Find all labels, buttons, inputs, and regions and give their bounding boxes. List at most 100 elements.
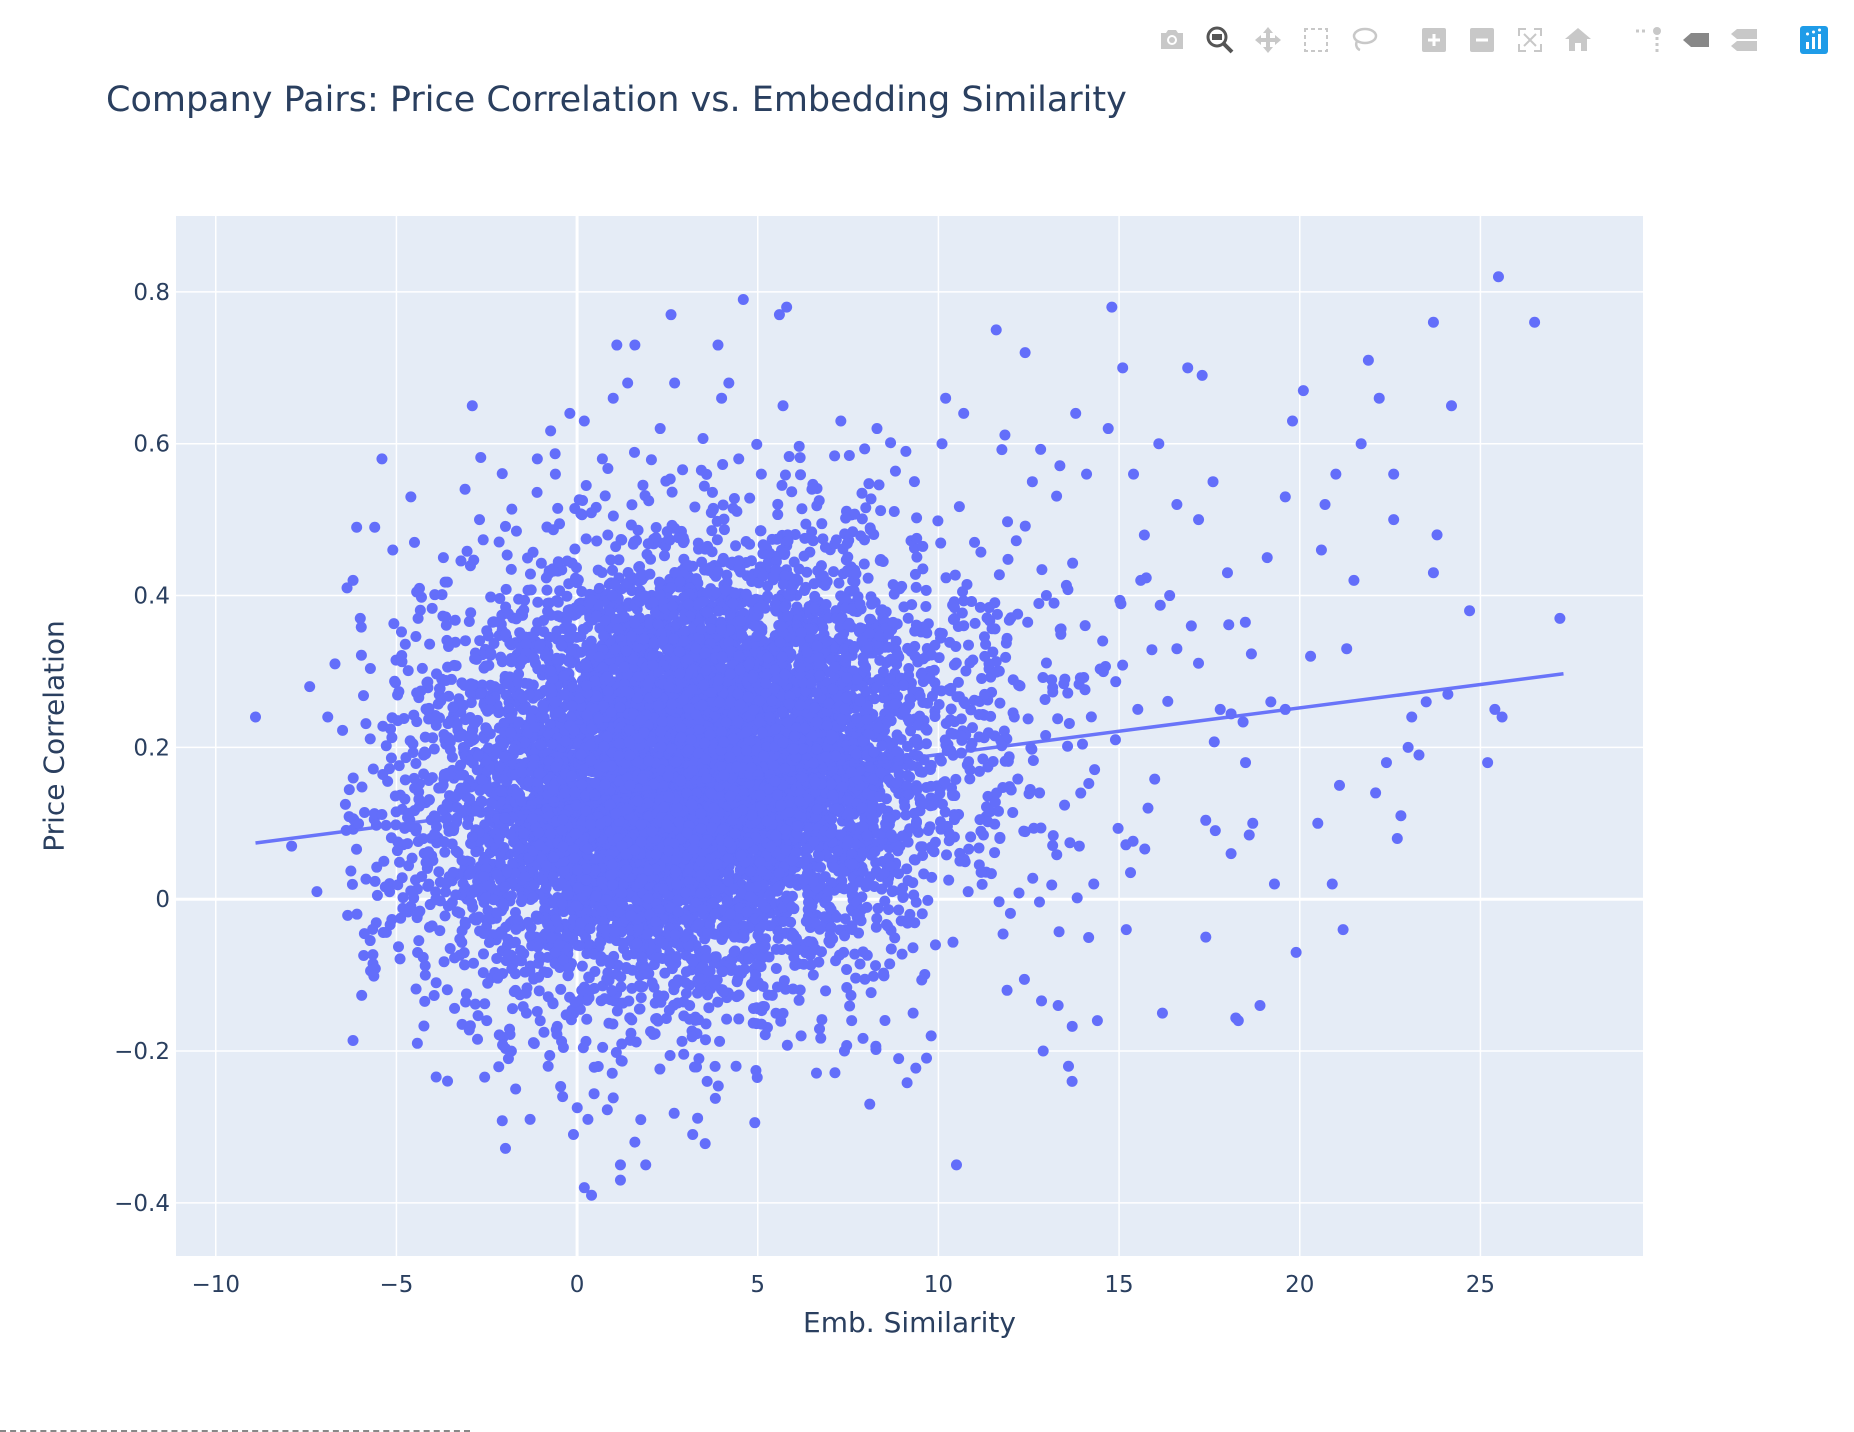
scatter-point bbox=[395, 912, 407, 924]
scatter-point bbox=[976, 672, 988, 684]
scatter-point bbox=[531, 486, 543, 498]
scatter-point bbox=[856, 487, 868, 499]
scatter-point bbox=[459, 959, 471, 971]
scatter-point bbox=[677, 464, 689, 476]
scatter-point bbox=[610, 1047, 622, 1059]
scatter-point bbox=[596, 567, 608, 579]
scatter-point bbox=[524, 568, 536, 580]
scatter-point bbox=[371, 889, 383, 901]
scatter-point bbox=[360, 718, 372, 730]
scatter-point bbox=[663, 1004, 675, 1016]
scatter-point bbox=[1066, 1020, 1078, 1032]
scatter-point bbox=[966, 722, 978, 734]
scatter-point bbox=[626, 499, 638, 511]
scatter-point bbox=[911, 512, 923, 524]
scatter-point bbox=[1085, 711, 1097, 723]
scatter-point bbox=[597, 1041, 609, 1053]
scatter-point bbox=[817, 621, 829, 633]
scatter-point bbox=[571, 1102, 583, 1114]
scatter-point bbox=[772, 509, 784, 521]
scatter-point bbox=[727, 502, 739, 514]
scatter-point bbox=[607, 564, 619, 576]
scatter-point bbox=[396, 872, 408, 884]
scatter-point bbox=[541, 584, 553, 596]
scatter-point bbox=[770, 962, 782, 974]
scatter-point bbox=[509, 968, 521, 980]
scatter-point bbox=[635, 1114, 647, 1126]
scatter-point bbox=[607, 1092, 619, 1104]
scatter-point bbox=[355, 649, 367, 661]
scatter-point bbox=[605, 554, 617, 566]
scatter-point bbox=[650, 522, 662, 534]
scatter-point bbox=[814, 1023, 826, 1035]
scatter-point bbox=[987, 646, 999, 658]
scatter-point bbox=[635, 951, 647, 963]
scatter-point bbox=[1117, 659, 1129, 671]
scatter-point bbox=[496, 1115, 508, 1127]
scatter-point bbox=[1138, 529, 1150, 541]
scatter-point bbox=[982, 727, 994, 739]
scatter-point bbox=[1071, 892, 1083, 904]
scatter-point bbox=[807, 969, 819, 981]
scatter-point bbox=[455, 555, 467, 567]
scatter-point bbox=[905, 725, 917, 737]
scatter-point bbox=[1149, 773, 1161, 785]
scatter-point bbox=[873, 479, 885, 491]
scatter-point bbox=[480, 660, 492, 672]
scatter-point bbox=[542, 991, 554, 1003]
scatter-point bbox=[920, 738, 932, 750]
scatter-point bbox=[1200, 814, 1212, 826]
scatter-point bbox=[517, 1001, 529, 1013]
scatter-point bbox=[653, 576, 665, 588]
scatter-point bbox=[885, 943, 897, 955]
scatter-point bbox=[815, 1032, 827, 1044]
scatter-point bbox=[900, 809, 912, 821]
scatter-point bbox=[402, 665, 414, 677]
scatter-point bbox=[888, 505, 900, 517]
scatter-point bbox=[806, 526, 818, 538]
scatter-point bbox=[581, 1013, 593, 1025]
scatter-point bbox=[585, 507, 597, 519]
scatter-point bbox=[874, 555, 886, 567]
scatter-point bbox=[414, 905, 426, 917]
scatter-point bbox=[1077, 738, 1089, 750]
scatter-point bbox=[399, 774, 411, 786]
scatter-point bbox=[356, 989, 368, 1001]
scatter-point bbox=[929, 939, 941, 951]
scatter-point bbox=[936, 627, 948, 639]
scatter-point bbox=[941, 849, 953, 861]
scatter-point bbox=[444, 942, 456, 954]
scatter-point bbox=[771, 533, 783, 545]
scatter-point bbox=[680, 987, 692, 999]
scatter-point bbox=[337, 724, 349, 736]
scatter-point bbox=[633, 1003, 645, 1015]
scatter-point bbox=[796, 503, 808, 515]
scatter-point bbox=[444, 744, 456, 756]
scatter-point bbox=[606, 1067, 618, 1079]
scatter-point bbox=[447, 701, 459, 713]
scatter-point bbox=[910, 581, 922, 593]
scatter-point bbox=[693, 1053, 705, 1065]
scatter-point bbox=[666, 486, 678, 498]
scatter-point bbox=[1052, 713, 1064, 725]
scatter-point bbox=[555, 983, 567, 995]
scatter-point bbox=[1039, 693, 1051, 705]
scatter-point bbox=[358, 690, 370, 702]
scatter-point bbox=[469, 998, 481, 1010]
scatter-markers bbox=[249, 271, 1566, 1201]
scatter-point bbox=[974, 601, 986, 613]
scatter-point bbox=[703, 1002, 715, 1014]
scatter-point bbox=[467, 957, 479, 969]
scatter-point bbox=[997, 928, 1009, 940]
scatter-point bbox=[860, 502, 872, 514]
scatter-point bbox=[1067, 557, 1079, 569]
scatter-point bbox=[702, 989, 714, 1001]
scatter-point bbox=[911, 551, 923, 563]
scatter-point bbox=[678, 1048, 690, 1060]
scatter-point bbox=[493, 1061, 505, 1073]
scatter-point bbox=[778, 975, 790, 987]
scatter-point bbox=[509, 936, 521, 948]
scatter-point bbox=[1162, 695, 1174, 707]
scatter-point bbox=[475, 452, 487, 464]
